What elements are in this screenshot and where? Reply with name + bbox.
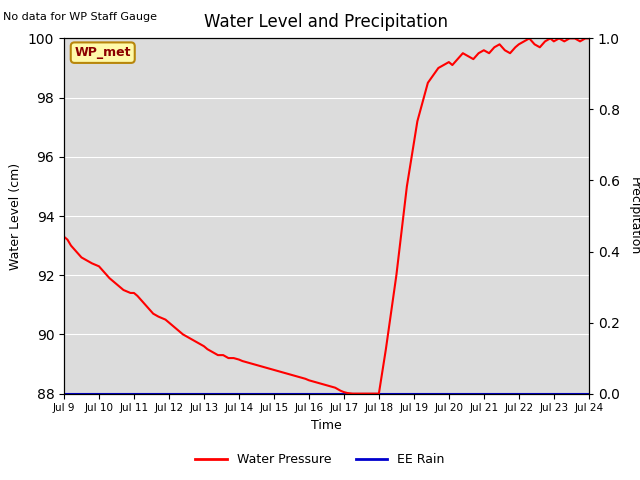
Y-axis label: Water Level (cm): Water Level (cm) — [10, 162, 22, 270]
Y-axis label: Precipitation: Precipitation — [628, 177, 640, 255]
Legend: Water Pressure, EE Rain: Water Pressure, EE Rain — [190, 448, 450, 471]
Text: WP_met: WP_met — [74, 46, 131, 59]
Text: No data for WP Staff Gauge: No data for WP Staff Gauge — [3, 12, 157, 22]
Title: Water Level and Precipitation: Water Level and Precipitation — [204, 13, 449, 31]
X-axis label: Time: Time — [311, 419, 342, 432]
